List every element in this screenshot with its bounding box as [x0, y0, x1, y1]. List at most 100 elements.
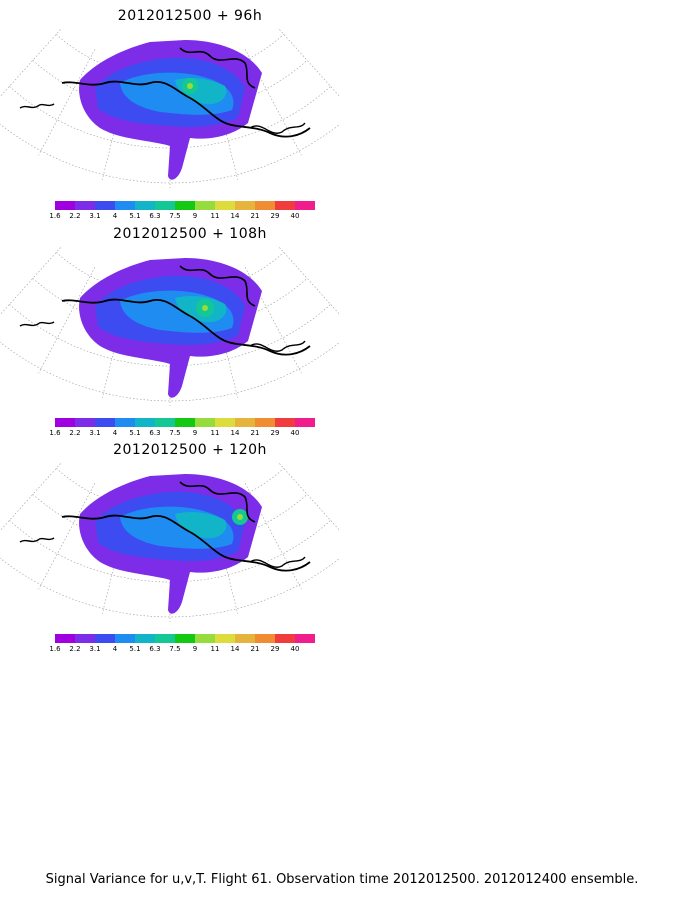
variance-map — [0, 28, 340, 188]
panel-title: 2012012500 + 108h — [113, 226, 267, 242]
colorbar-swatch — [95, 418, 115, 427]
colorbar-label: 9 — [192, 645, 198, 653]
panel-title: 2012012500 + 96h — [117, 8, 263, 24]
longitude-line — [38, 483, 96, 590]
colorbar-swatch — [235, 634, 255, 643]
colorbar-swatch — [255, 634, 275, 643]
colorbar-label: 4 — [112, 645, 118, 653]
coastline-arctic — [179, 47, 256, 89]
latitude-line — [0, 557, 340, 618]
colorbar-swatch — [155, 418, 175, 427]
colorbar-swatch — [235, 418, 255, 427]
latitude-line — [56, 468, 284, 513]
longitude-line — [0, 28, 63, 98]
colorbar — [55, 634, 315, 643]
longitude-line — [38, 267, 96, 374]
colorbar-label: 4 — [112, 429, 118, 437]
longitude-line — [244, 49, 302, 156]
colorbar-swatch — [55, 418, 75, 427]
forecast-panel-120h: 2012012500 + 120h 1.6 2.2 3.1 4 5.1 6.3 7.5 9 11… — [0, 442, 700, 658]
variance-field — [79, 40, 262, 180]
coastline — [19, 47, 311, 138]
latitude-line — [32, 278, 308, 332]
colorbar-swatch — [55, 634, 75, 643]
variance-field — [79, 258, 262, 398]
colorbar-swatch — [255, 418, 275, 427]
figure-caption: Signal Variance for u,v,T. Flight 61. Ob… — [45, 872, 639, 887]
colorbar-swatch — [195, 418, 215, 427]
colorbar-swatch — [195, 634, 215, 643]
colorbar-label: 6.3 — [149, 212, 161, 220]
colorbar-label: 40 — [290, 645, 300, 653]
latitude-line — [0, 123, 340, 184]
colorbar-label: 4 — [112, 212, 118, 220]
colorbar-label: 40 — [290, 212, 300, 220]
coastline-west — [19, 537, 55, 543]
colorbar-label: 2.2 — [69, 645, 81, 653]
latitude-line — [0, 341, 340, 402]
colorbar-label: 40 — [290, 429, 300, 437]
colorbar-swatch — [95, 201, 115, 210]
colorbar-label: 11 — [210, 645, 220, 653]
coastline-east — [249, 556, 306, 568]
field-contour-peak — [202, 305, 208, 311]
colorbar — [55, 201, 315, 210]
colorbar-label: 14 — [230, 645, 240, 653]
colorbar-swatch — [295, 418, 315, 427]
colorbar-label: 11 — [210, 429, 220, 437]
colorbar-label: 3.1 — [89, 645, 101, 653]
colorbar-swatch — [135, 418, 155, 427]
colorbar-swatch — [75, 201, 95, 210]
coastline-main — [61, 514, 311, 572]
colorbar-label: 1.6 — [49, 429, 61, 437]
colorbar-swatch — [115, 634, 135, 643]
longitude-line — [0, 246, 63, 316]
colorbar-swatch — [175, 418, 195, 427]
coastline-main — [61, 80, 311, 138]
coastline-east — [249, 122, 306, 134]
colorbar-label: 14 — [230, 212, 240, 220]
latitude-line — [32, 494, 308, 548]
variance-field — [79, 474, 262, 614]
coastline-arctic — [179, 265, 256, 307]
field-contour-peak — [187, 83, 193, 89]
longitude-line — [244, 267, 302, 374]
colorbar-swatch — [195, 201, 215, 210]
colorbar-label: 3.1 — [89, 212, 101, 220]
colorbar-label: 1.6 — [49, 212, 61, 220]
latitude-line — [56, 252, 284, 297]
colorbar-swatch — [115, 201, 135, 210]
colorbar-label: 5.1 — [129, 645, 141, 653]
latitude-line — [32, 60, 308, 114]
colorbar-label: 6.3 — [149, 645, 161, 653]
colorbar-swatch — [275, 634, 295, 643]
colorbar-label: 7.5 — [169, 429, 181, 437]
longitude-line — [244, 483, 302, 590]
colorbar-label: 29 — [270, 212, 280, 220]
coastline-west — [19, 103, 55, 109]
colorbar-swatch — [275, 418, 295, 427]
colorbar-label: 2.2 — [69, 429, 81, 437]
colorbar-label: 5.1 — [129, 429, 141, 437]
longitude-line — [0, 462, 63, 532]
colorbar-swatch — [155, 634, 175, 643]
coastline-main — [61, 298, 311, 356]
colorbar-label: 7.5 — [169, 645, 181, 653]
longitude-line — [277, 246, 340, 316]
variance-map — [0, 246, 340, 406]
colorbar-label: 14 — [230, 429, 240, 437]
colorbar-label: 9 — [192, 429, 198, 437]
colorbar-swatch — [215, 634, 235, 643]
colorbar-label: 2.2 — [69, 212, 81, 220]
colorbar-swatch — [215, 418, 235, 427]
colorbar-swatch — [295, 634, 315, 643]
colorbar-label: 9 — [192, 212, 198, 220]
colorbar — [55, 418, 315, 427]
colorbar-swatch — [175, 634, 195, 643]
coastline — [19, 265, 311, 356]
colorbar-label: 6.3 — [149, 429, 161, 437]
colorbar-swatch — [215, 201, 235, 210]
colorbar-swatch — [295, 201, 315, 210]
colorbar-swatch — [115, 418, 135, 427]
colorbar-swatch — [75, 634, 95, 643]
